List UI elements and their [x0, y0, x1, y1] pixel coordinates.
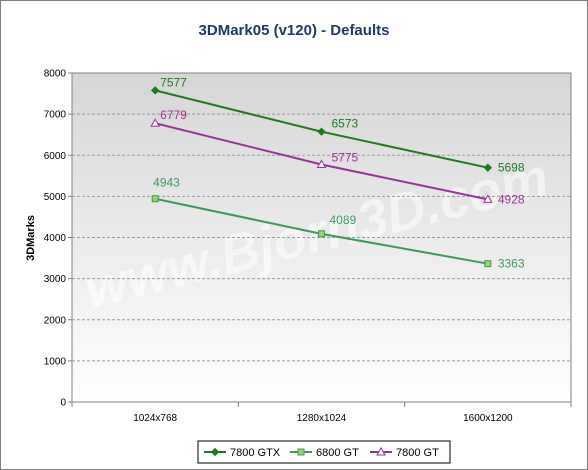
- data-point: [376, 446, 386, 456]
- series-6800-gt: 4943 4089 3363: [151, 176, 525, 271]
- y-tick-label: 0: [60, 398, 66, 409]
- y-tick-label: 4000: [44, 233, 67, 244]
- data-point: [482, 194, 493, 203]
- data-point: [483, 163, 493, 172]
- data-label: 5698: [498, 161, 525, 175]
- data-point: [297, 448, 305, 456]
- data-label: 5775: [332, 151, 359, 165]
- series-7800-gtx: 7577 6573 5698: [150, 75, 525, 175]
- y-tick-label: 8000: [44, 69, 67, 80]
- data-label: 4943: [153, 176, 180, 190]
- data-label: 6779: [160, 108, 187, 122]
- data-label: 4928: [498, 192, 525, 206]
- series-7800-gt: 6779 5775 4928: [150, 108, 525, 206]
- data-point: [151, 195, 159, 203]
- x-tick-label: 1280x1024: [297, 413, 347, 424]
- legend-label: 6800 GT: [316, 447, 359, 459]
- y-tick-label: 7000: [44, 110, 67, 121]
- data-label: 6573: [332, 117, 359, 131]
- y-axis-label: 3DMarks: [25, 215, 37, 261]
- y-tick-label: 1000: [44, 356, 67, 367]
- x-tick-label: 1024x768: [133, 413, 177, 424]
- data-point: [318, 230, 325, 238]
- chart-title: 3DMark05 (v120) - Defaults: [199, 22, 390, 39]
- data-label: 7577: [160, 75, 187, 89]
- legend: 7800 GTX 6800 GT 7800 GT: [197, 440, 451, 464]
- data-label: 4089: [330, 213, 357, 227]
- data-point: [150, 118, 161, 127]
- data-point: [484, 260, 492, 268]
- data-point: [150, 86, 160, 95]
- y-tick-label: 6000: [44, 151, 67, 162]
- y-tick-label: 3000: [44, 274, 67, 285]
- y-tick-label: 2000: [44, 315, 67, 326]
- y-tick-label: 5000: [44, 192, 67, 203]
- data-point: [210, 447, 220, 457]
- x-tick-label: 1600x1200: [463, 413, 513, 424]
- data-label: 3363: [498, 257, 525, 271]
- legend-label: 7800 GT: [396, 447, 439, 459]
- data-point: [316, 159, 327, 169]
- legend-label: 7800 GTX: [230, 447, 281, 459]
- data-point: [317, 127, 326, 136]
- legend-box: [197, 440, 451, 464]
